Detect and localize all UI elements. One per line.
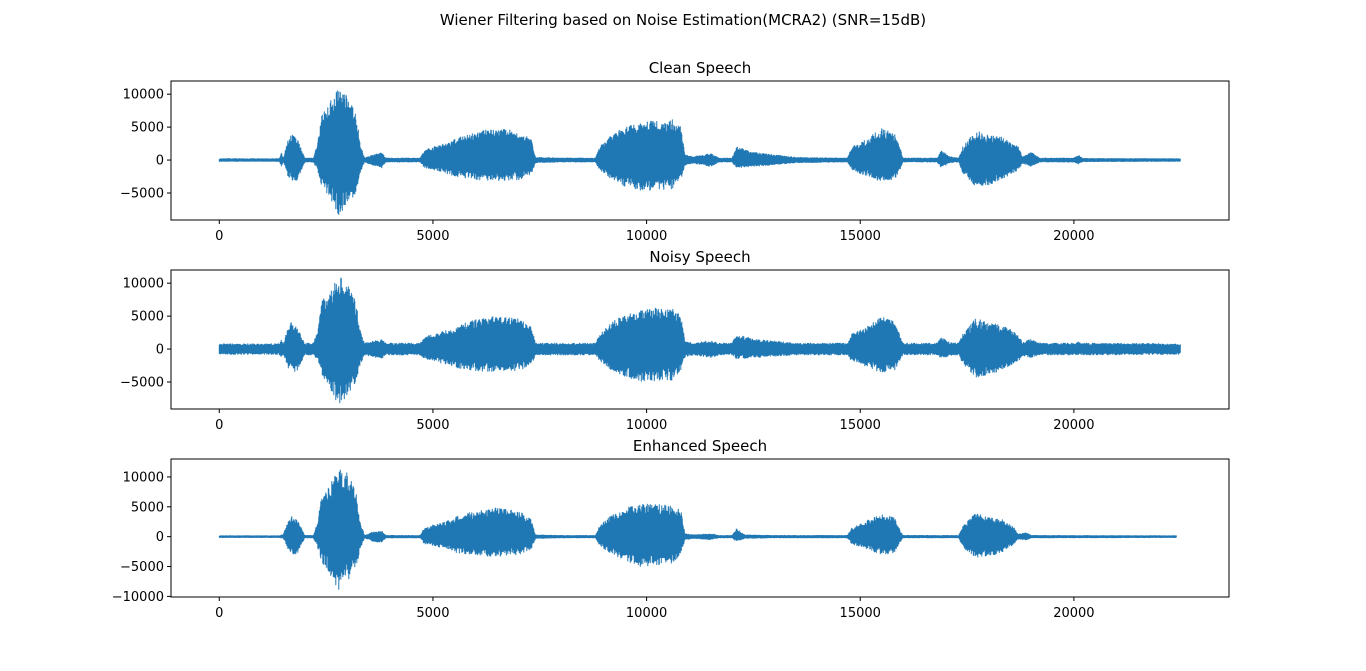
y-tick-label: 0 (156, 343, 164, 358)
y-tick-label: 10000 (123, 470, 164, 485)
x-tick-label: 15000 (840, 418, 881, 433)
x-tick-label: 20000 (1053, 229, 1094, 244)
subplot-enhanced-speech: Enhanced Speech 0 5000 10000 15000 20000 −1000… (112, 437, 1230, 621)
x-tick-label: 10000 (626, 229, 667, 244)
y-tick-label: 5000 (131, 310, 164, 325)
axes-frame (170, 458, 1230, 598)
x-tick-label: 5000 (416, 418, 449, 433)
axes-frame (170, 269, 1230, 410)
x-tick-label: 20000 (1053, 606, 1094, 621)
x-tick-label: 15000 (840, 606, 881, 621)
x-tick-label: 20000 (1053, 418, 1094, 433)
subplot-clean-speech: Clean Speech 0 5000 10000 15000 20000 −5000 0 50… (120, 59, 1230, 244)
figure-suptitle: Wiener Filtering based on Noise Estimati… (440, 11, 926, 29)
y-tick-label: −5000 (120, 186, 164, 201)
x-tick-label: 5000 (416, 606, 449, 621)
x-tick-label: 0 (215, 606, 223, 621)
x-tick-label: 0 (215, 229, 223, 244)
waveform-line-enhanced-speech (218, 469, 1177, 590)
subplot-title: Enhanced Speech (633, 437, 767, 455)
y-tick-label: −10000 (112, 590, 164, 605)
x-tick-label: 5000 (416, 229, 449, 244)
x-tick-label: 0 (215, 418, 223, 433)
subplot-title: Noisy Speech (649, 248, 750, 266)
y-tick-label: 10000 (123, 277, 164, 292)
y-tick-label: 0 (156, 530, 164, 545)
x-tick-label: 10000 (626, 606, 667, 621)
y-tick-label: 5000 (131, 121, 164, 136)
subplot-noisy-speech: Noisy Speech 0 5000 10000 15000 20000 −5000 0 50… (120, 248, 1230, 433)
waveform-line-clean-speech (218, 90, 1181, 215)
y-tick-label: −5000 (120, 560, 164, 575)
x-tick-label: 10000 (626, 418, 667, 433)
axes-frame (170, 80, 1230, 221)
y-tick-label: 0 (156, 154, 164, 169)
y-tick-label: −5000 (120, 375, 164, 390)
y-tick-label: 5000 (131, 500, 164, 515)
waveform-line-noisy-speech (218, 277, 1181, 404)
subplot-title: Clean Speech (649, 59, 752, 77)
y-tick-label: 10000 (123, 88, 164, 103)
x-tick-label: 15000 (840, 229, 881, 244)
